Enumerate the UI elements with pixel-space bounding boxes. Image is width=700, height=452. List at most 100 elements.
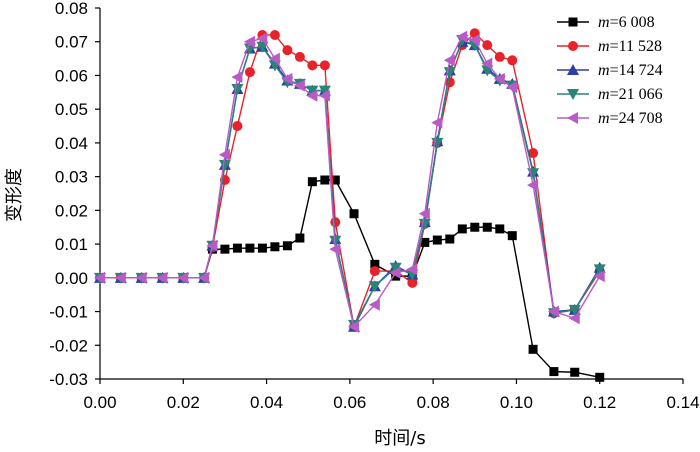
data-point <box>319 60 330 71</box>
data-point <box>456 30 468 43</box>
legend-item: m=14 724 <box>557 62 663 79</box>
data-point <box>468 34 480 47</box>
legend-item: m=6 008 <box>557 14 655 31</box>
y-tick-label: -0.01 <box>49 303 88 322</box>
data-point <box>256 32 268 45</box>
legend-label: m=21 066 <box>598 86 663 103</box>
data-point <box>269 29 280 40</box>
y-axis-title: 变形度 <box>4 168 25 222</box>
legend-label: m=24 708 <box>598 110 663 127</box>
data-point <box>282 45 293 56</box>
data-point <box>306 85 319 97</box>
data-point <box>420 237 430 247</box>
data-point <box>330 175 340 185</box>
data-point <box>528 344 538 354</box>
data-point <box>232 243 242 253</box>
y-tick-label: 0.02 <box>55 201 88 220</box>
legend-value: =14 724 <box>610 62 663 79</box>
legend-variable: m <box>598 14 610 31</box>
legend-label: m=11 528 <box>598 38 662 55</box>
data-point <box>349 209 359 219</box>
legend-marker <box>567 64 579 75</box>
data-point <box>368 281 381 293</box>
data-point <box>293 79 305 92</box>
series-4 <box>94 35 606 332</box>
data-point <box>329 243 341 256</box>
data-point <box>295 233 305 243</box>
legend-marker <box>567 112 578 124</box>
data-point <box>218 148 230 161</box>
data-point <box>245 243 255 253</box>
legend-variable: m <box>598 86 610 103</box>
legend-marker <box>568 17 578 27</box>
legend-value: =24 708 <box>610 110 663 127</box>
data-point <box>270 242 280 252</box>
data-point <box>368 298 380 311</box>
data-point <box>389 266 401 279</box>
data-point <box>156 271 168 284</box>
data-point <box>406 263 418 276</box>
data-point <box>568 304 581 316</box>
data-point <box>391 271 401 281</box>
series-line <box>100 39 601 328</box>
y-tick-label: 0.03 <box>55 168 88 187</box>
data-point <box>482 222 492 232</box>
series-line <box>100 35 601 329</box>
x-tick-label: 0.04 <box>250 393 283 412</box>
legend-label: m=14 724 <box>598 62 663 79</box>
y-tick-label: 0.08 <box>55 0 88 18</box>
data-point <box>198 271 210 284</box>
y-tick-label: 0.07 <box>55 33 88 52</box>
data-point <box>495 224 505 234</box>
series-layer <box>94 28 606 382</box>
y-ticks: -0.03 -0.02 -0.01 0.00 0.01 0.02 0.03 0.04 0.05 0… <box>49 0 100 389</box>
series-line <box>100 32 601 330</box>
legend-variable: m <box>598 38 610 55</box>
data-point <box>218 159 231 171</box>
x-tick-label: 0.00 <box>83 393 116 412</box>
x-axis-title: 时间/s <box>374 428 425 449</box>
axes <box>99 8 683 380</box>
legend-label: m=6 008 <box>598 14 655 31</box>
legend-item: m=21 066 <box>557 86 663 103</box>
data-point <box>268 52 280 65</box>
legend-variable: m <box>598 110 610 127</box>
x-tick-label: 0.10 <box>500 393 533 412</box>
y-tick-label: 0.06 <box>55 66 88 85</box>
data-point <box>507 231 517 241</box>
data-point <box>306 89 318 102</box>
data-point <box>231 71 243 84</box>
series-line <box>100 40 601 329</box>
legend-item: m=24 708 <box>557 110 663 127</box>
x-tick-label: 0.08 <box>417 393 450 412</box>
data-point <box>369 266 380 277</box>
y-tick-label: 0.04 <box>55 134 88 153</box>
data-point <box>443 67 456 79</box>
data-point <box>370 259 380 269</box>
data-point <box>244 67 255 78</box>
data-point <box>432 235 442 245</box>
series-1 <box>95 175 605 382</box>
series-2 <box>95 28 605 332</box>
data-point <box>418 218 431 230</box>
data-point <box>595 372 605 382</box>
data-point <box>282 241 292 251</box>
data-point <box>318 89 330 102</box>
legend-marker <box>567 89 579 100</box>
x-ticks: 0.00 0.02 0.04 0.06 0.08 0.10 0.12 0.14 <box>83 379 700 412</box>
legend-marker <box>568 41 578 51</box>
series-3 <box>94 35 606 332</box>
data-point <box>257 243 267 253</box>
data-point <box>568 312 580 325</box>
data-point <box>527 179 539 192</box>
data-point <box>307 60 318 71</box>
data-point <box>94 271 105 284</box>
legend-value: =21 066 <box>610 86 663 103</box>
legend-item: m=11 528 <box>557 38 662 55</box>
data-point <box>431 116 443 129</box>
x-tick-label: 0.12 <box>583 393 616 412</box>
data-point <box>443 54 455 67</box>
data-point <box>318 85 331 97</box>
data-point <box>281 72 293 85</box>
